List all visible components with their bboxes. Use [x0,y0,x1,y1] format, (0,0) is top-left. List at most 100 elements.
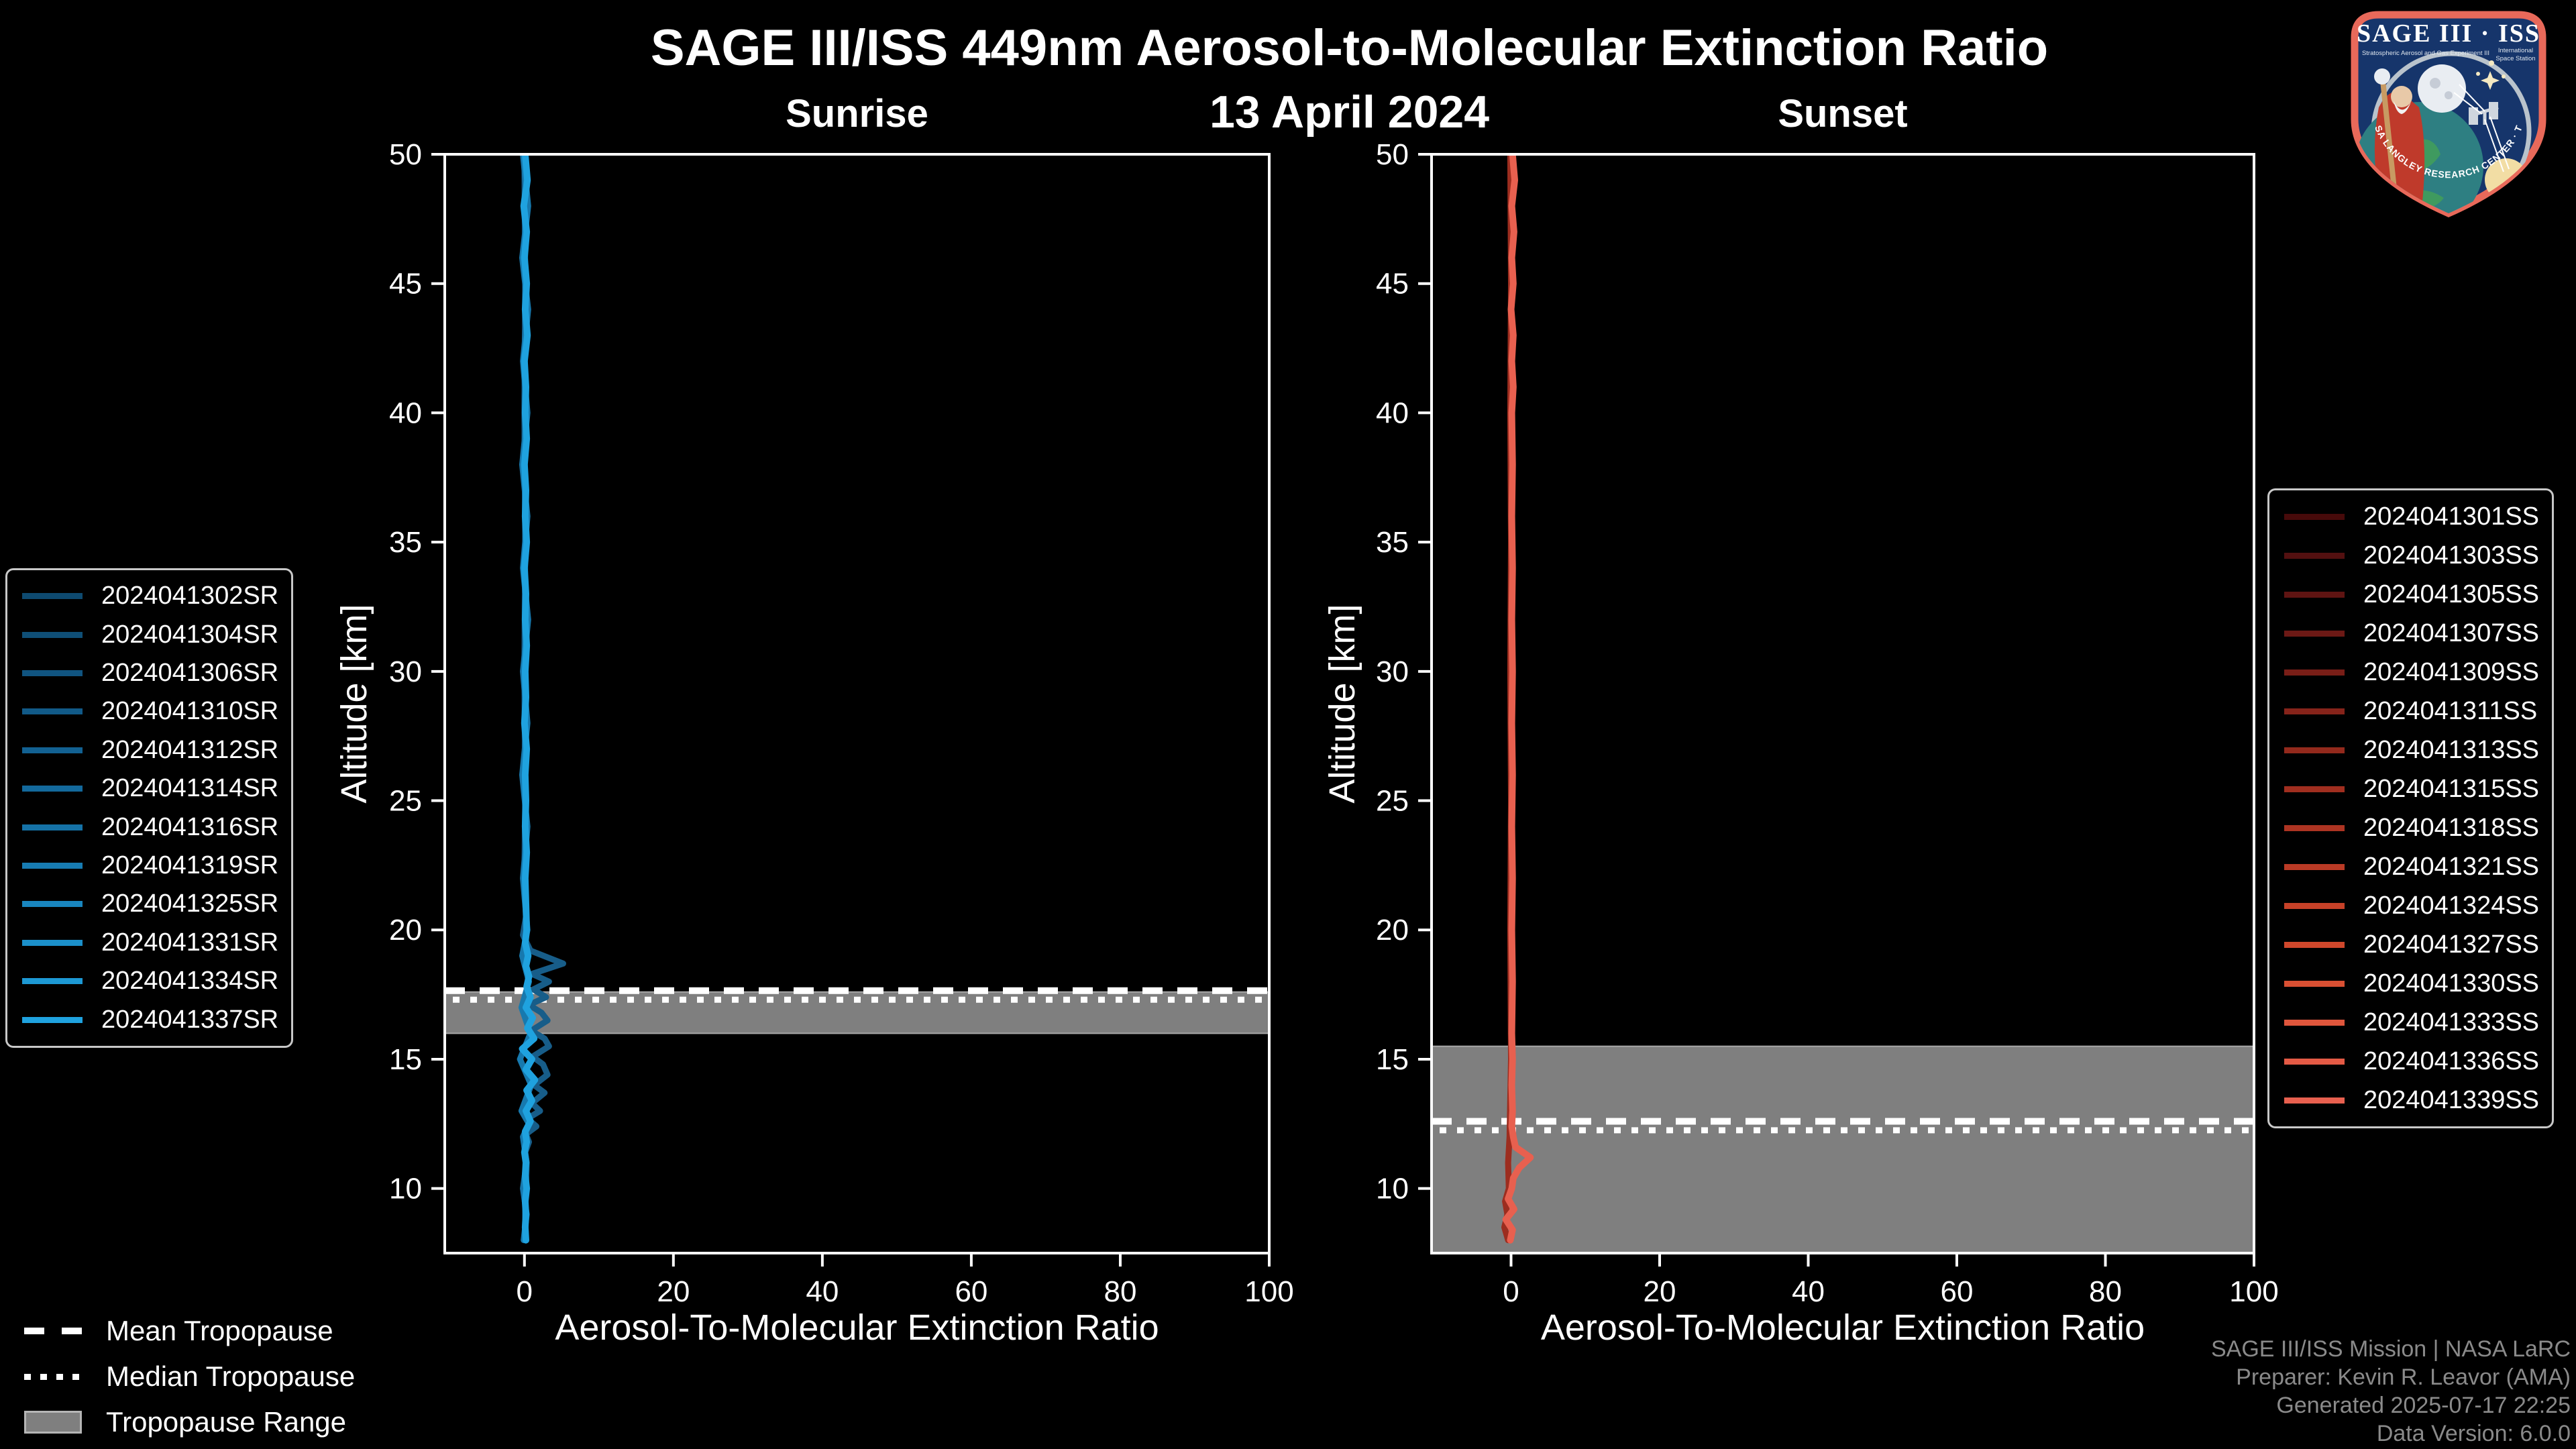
legend-row: 2024041313SS [2269,736,2552,765]
legend-row: 2024041304SR [7,621,291,649]
tropopause-legend-label: Mean Tropopause [106,1315,333,1346]
legend-row: 2024041325SR [7,890,291,918]
legend-label: 2024041306SR [101,659,279,688]
credits-mission: SAGE III/ISS Mission | NASA LaRC [2210,1336,2571,1362]
legend-label: 2024041325SR [101,890,279,918]
credits-block: SAGE III/ISS Mission | NASA LaRC Prepare… [2211,1335,2571,1448]
legend-row: 2024041316SR [7,813,291,842]
y-tick-label: 20 [389,914,422,947]
legend-row: 2024041324SS [2269,892,2552,920]
y-tick-label: 25 [1376,785,1409,818]
dotted-line-marker [24,1373,82,1380]
legend-label: 2024041303SS [2363,541,2540,570]
legend-row: 2024041334SR [7,967,291,996]
legend-label: 2024041336SS [2363,1046,2540,1075]
legend-label: 2024041316SR [101,812,279,841]
plot-area [445,154,1269,1244]
panel-sunset: 0 20 40 60 80 100 10 15 20 25 30 35 40 45 50 [1376,138,2279,1308]
tropopause-legend: Mean Tropopause Median Tropopause Tropopau… [24,1308,400,1445]
filled-rect-marker [24,1411,82,1434]
legend-label: 2024041327SS [2363,930,2540,959]
x-tick-label: 20 [1644,1275,1676,1308]
legend-swatch [22,901,83,908]
legend-swatch [2284,786,2345,792]
panel-sunrise: 0 20 40 60 80 100 10 15 20 25 30 35 40 45 50 [389,138,1294,1308]
legend-row: 2024041321SS [2269,853,2552,881]
legend-label: 2024041310SR [101,697,279,726]
legend-swatch [2284,669,2345,676]
y-tick-label: 40 [1376,396,1409,429]
legend-swatch [22,670,83,677]
legend-swatch [2284,1019,2345,1026]
legend-swatch [22,786,83,792]
logo-subtitle-right-1: International [2498,47,2533,54]
legend-row: 2024041327SS [2269,930,2552,959]
y-tick-label: 35 [389,526,422,559]
legend-row: 2024041301SS [2269,502,2552,531]
legend-swatch [22,1016,83,1023]
y-tick-label: 10 [389,1173,422,1205]
legend-row: 2024041319SR [7,851,291,880]
legend-swatch [22,708,83,715]
y-tick-label: 30 [1376,655,1409,688]
figure-title: SAGE III/ISS 449nm Aerosol-to-Molecular … [650,19,2049,76]
profile-line-2024041337SR [519,154,539,1244]
x-tick-label: 100 [2229,1275,2278,1308]
x-tick-label: 60 [1941,1275,1974,1308]
legend-row: 2024041302SR [7,582,291,610]
tropopause-legend-row: Mean Tropopause [24,1308,400,1354]
legend-swatch [2284,863,2345,870]
credits-preparer: Preparer: Kevin R. Leavor (AMA) [2236,1364,2571,1390]
x-tick-label: 0 [1503,1275,1519,1308]
legend-row: 2024041315SS [2269,775,2552,804]
legend-label: 2024041305SS [2363,580,2540,608]
plot-spines [1430,153,2255,1254]
tropopause-legend-row: Tropopause Range [24,1399,400,1445]
legend-label: 2024041333SS [2363,1008,2540,1036]
legend-swatch [2284,824,2345,831]
x-tick-label: 0 [517,1275,533,1308]
legend-label: 2024041331SR [101,928,279,957]
legend-swatch [2284,902,2345,909]
legend-label: 2024041318SS [2363,813,2540,842]
legend-row: 2024041310SR [7,697,291,726]
logo-sage-beard [2394,101,2411,114]
tropopause-legend-label: Median Tropopause [106,1360,356,1392]
logo-iss [2469,102,2499,125]
y-tick-label: 45 [389,268,422,301]
logo-subtitle-left: Stratospheric Aerosol and Gas Experiment… [2362,50,2489,57]
y-tick-label: 50 [1376,138,1409,171]
tropopause-legend-label: Tropopause Range [106,1406,347,1438]
legend-sunset-events: 2024041301SS 2024041303SS 2024041305SS 2024… [2267,488,2554,1128]
legend-row: 2024041333SS [2269,1008,2552,1037]
panel-title-sunset: Sunset [1778,92,1908,136]
x-axis-label-sunset: Aerosol-To-Molecular Extinction Ratio [1540,1307,2145,1348]
legend-swatch [2284,1058,2345,1065]
legend-label: 2024041337SR [101,1005,279,1034]
legend-sunrise-events: 2024041302SR 2024041304SR 2024041306SR 2024… [5,568,293,1048]
legend-label: 2024041311SS [2363,696,2538,725]
x-tick-label: 40 [806,1275,839,1308]
y-tick-label: 35 [1376,526,1409,559]
legend-label: 2024041334SR [101,967,279,996]
legend-row: 2024041330SS [2269,969,2552,998]
legend-swatch [2284,513,2345,520]
legend-swatch [22,593,83,600]
logo-title: SAGE III · ISS [2357,19,2540,48]
plot-spines [443,153,1271,1254]
legend-label: 2024041324SS [2363,891,2540,920]
legend-row: 2024041312SR [7,736,291,765]
legend-label: 2024041315SS [2363,774,2540,803]
legend-swatch [2284,552,2345,559]
x-tick-label: 80 [1104,1275,1136,1308]
x-axis-label-sunrise: Aerosol-To-Molecular Extinction Ratio [555,1307,1159,1348]
legend-row: 2024041311SS [2269,697,2552,726]
legend-row: 2024041318SS [2269,814,2552,843]
tropopause-range-band [1432,1045,2254,1253]
legend-label: 2024041304SR [101,620,279,649]
y-tick-label: 25 [389,785,422,818]
logo-beams [2453,84,2510,172]
legend-swatch [2284,708,2345,714]
y-tick-label: 15 [1376,1043,1409,1076]
legend-swatch [2284,941,2345,948]
